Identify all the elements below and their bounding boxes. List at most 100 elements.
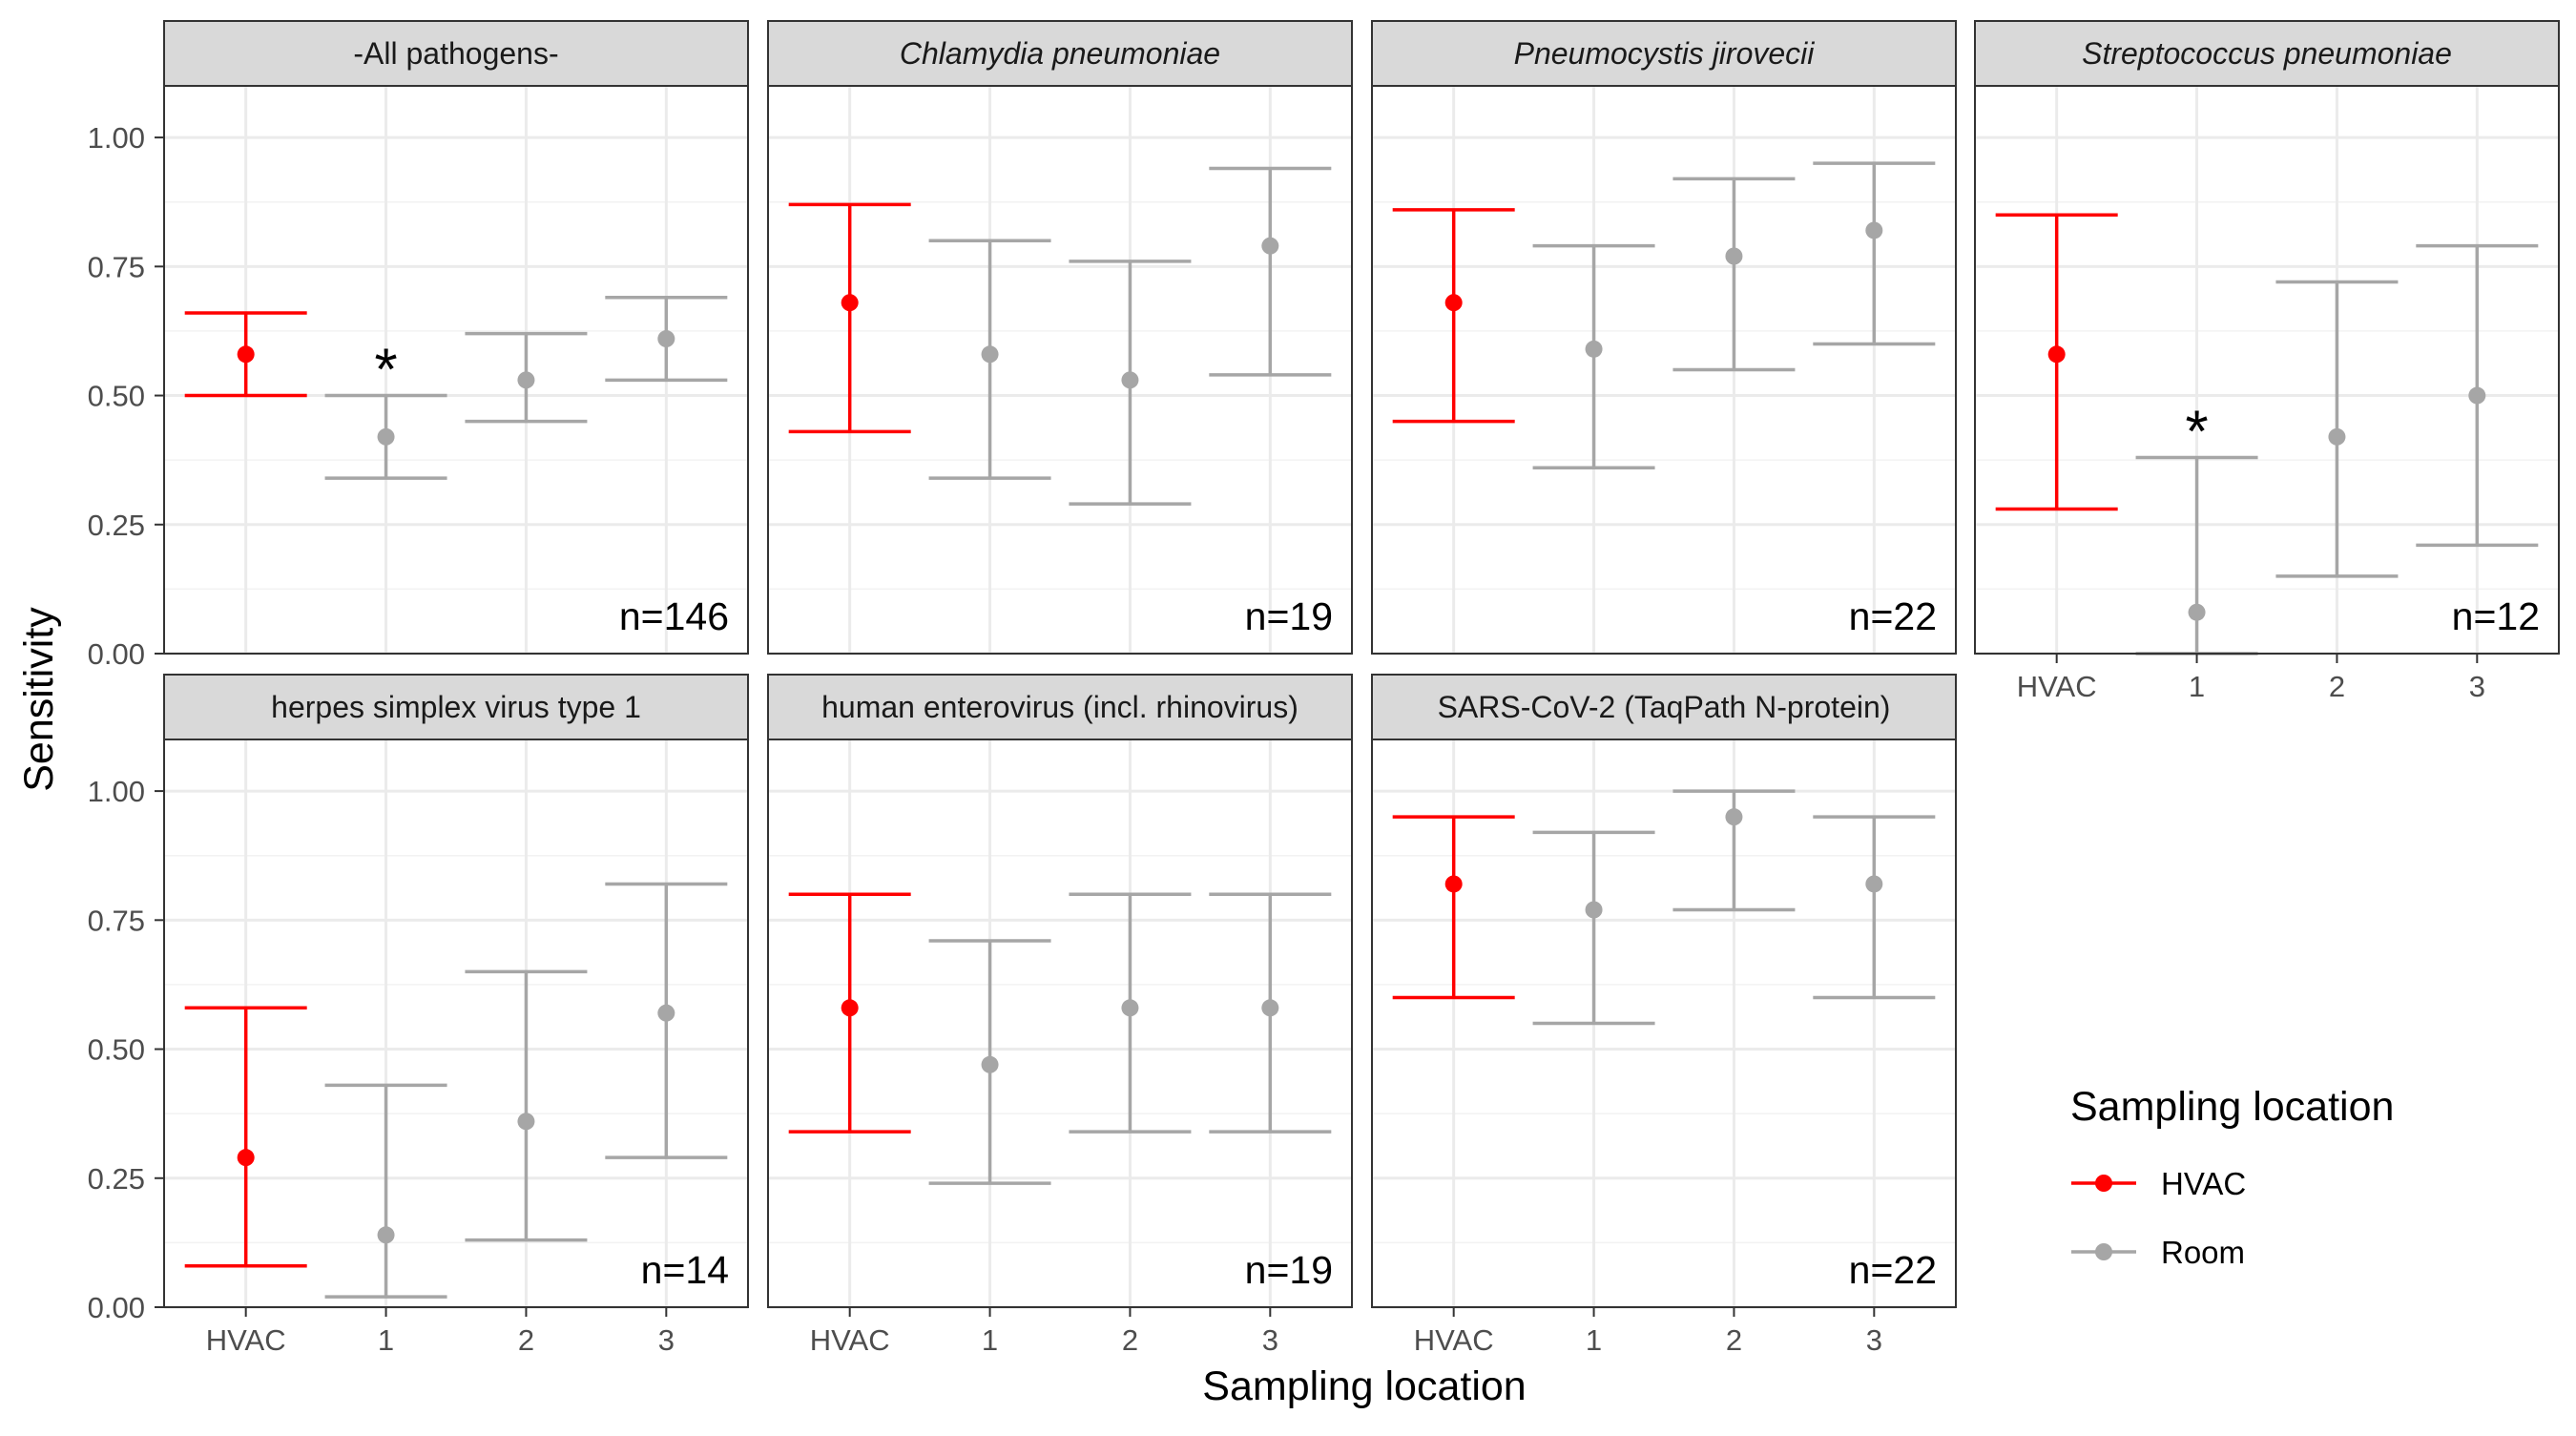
errorbar-3: [1813, 161, 1936, 346]
axis-titles-layer: Sampling location Sensitivity: [16, 607, 1527, 1409]
x-tick-label: 2: [2329, 670, 2345, 703]
x-tick-label: HVAC: [206, 1323, 286, 1357]
panel-all-pathogens: -All pathogens- * n=146 0.00 0.25 0.50 0.75 1.0…: [88, 20, 749, 671]
data-point: [517, 1113, 535, 1131]
y-tick-label: 0.50: [88, 1033, 145, 1067]
data-point: [1585, 340, 1603, 358]
x-tick-label: HVAC: [1414, 1323, 1494, 1357]
panel-title: human enterovirus (incl. rhinovirus): [821, 690, 1298, 724]
data-point: [981, 1055, 999, 1073]
legend-item-room: Room: [2071, 1235, 2245, 1270]
errorbar-hvac: [184, 311, 307, 398]
legend-label: Room: [2161, 1235, 2245, 1270]
data-point: [1121, 371, 1139, 389]
panel-background: [164, 86, 748, 654]
data-point: [237, 345, 255, 364]
y-tick-label: 0.75: [88, 250, 145, 283]
data-point: [1261, 237, 1279, 255]
data-point: [517, 371, 535, 389]
panel-title: Pneumocystis jirovecii: [1514, 36, 1816, 71]
panel-border: [767, 739, 1353, 1308]
data-point: [2468, 386, 2486, 405]
data-point: [1121, 999, 1139, 1017]
panel-border: [1371, 739, 1957, 1308]
panel-border: [163, 739, 749, 1308]
panel-strip: [767, 674, 1353, 740]
panel-chlamydia-pneumoniae: Chlamydia pneumoniae n=19: [767, 20, 1353, 656]
legend: Sampling location HVAC Room: [2070, 1084, 2394, 1270]
panel-background: [768, 739, 1352, 1307]
x-axis-title: Sampling location: [1202, 1363, 1526, 1409]
panel-border: [1974, 85, 2560, 655]
panel-border: [1371, 85, 1957, 655]
errorbar-hvac: [788, 202, 911, 434]
errorbar-1: *: [2135, 399, 2258, 656]
errorbar-hvac: [788, 892, 911, 1134]
x-tick-label: 3: [2469, 670, 2485, 703]
x-tick-label: HVAC: [2017, 670, 2097, 703]
errorbar-1: [1532, 243, 1655, 470]
legend-key-point: [2095, 1175, 2112, 1192]
errorbar-2: [465, 969, 588, 1242]
data-point: [1865, 875, 1883, 893]
x-tick-label: 1: [378, 1323, 394, 1357]
y-tick-label: 1.00: [88, 775, 145, 808]
x-tick-label: 2: [1122, 1323, 1138, 1357]
data-point: [1725, 247, 1743, 265]
panel-title: -All pathogens-: [353, 36, 558, 71]
panels-layer: -All pathogens- * n=146 0.00 0.25 0.50 0.75 1.0…: [88, 20, 2560, 1357]
errorbar-1: [1532, 830, 1655, 1026]
data-point: [841, 294, 859, 312]
data-point: [1444, 875, 1463, 893]
x-tick-label: 1: [982, 1323, 998, 1357]
data-point: [657, 1004, 675, 1022]
errorbar-1: [928, 939, 1051, 1185]
y-tick-label: 0.75: [88, 904, 145, 937]
errorbar-1: *: [324, 338, 447, 480]
panel-background: [1975, 86, 2559, 654]
x-tick-label: 2: [1726, 1323, 1742, 1357]
legend-item-hvac: HVAC: [2071, 1166, 2246, 1201]
panel-title: SARS-CoV-2 (TaqPath N-protein): [1438, 690, 1891, 724]
panel-background: [768, 86, 1352, 654]
panel-strip: [1974, 20, 2560, 87]
data-point: [1865, 221, 1883, 239]
data-point: [841, 999, 859, 1017]
errorbar-2: [2275, 280, 2399, 578]
errorbar-1: [928, 239, 1051, 480]
x-tick-label: 3: [658, 1323, 675, 1357]
panel-sars-cov-2-taqpath-n-protein: SARS-CoV-2 (TaqPath N-protein) n=22 HVAC 1 2…: [1371, 674, 1957, 1357]
panel-streptococcus-pneumoniae: Streptococcus pneumoniae * n=12 HVAC 1 2 3: [1974, 20, 2560, 703]
errorbar-2: [1672, 177, 1796, 372]
panel-strip: [767, 20, 1353, 87]
y-axis-title: Sensitivity: [16, 607, 62, 792]
y-tick-label: 0.00: [88, 1291, 145, 1324]
panel-strip: [163, 674, 749, 740]
n-label: n=12: [2452, 594, 2540, 638]
data-point: [1725, 808, 1743, 826]
y-tick-label: 1.00: [88, 121, 145, 155]
panel-herpes-simplex-virus-type-1: herpes simplex virus type 1 n=14 0.00 0.25 0…: [88, 674, 749, 1357]
panel-background: [1372, 86, 1956, 654]
errorbar-3: [605, 296, 728, 383]
panel-border: [163, 85, 749, 655]
n-label: n=146: [619, 594, 729, 638]
data-point: [657, 330, 675, 348]
legend-title: Sampling location: [2070, 1084, 2394, 1130]
y-tick-label: 0.25: [88, 509, 145, 542]
errorbar-1: [324, 1083, 447, 1299]
data-point: [1261, 999, 1279, 1017]
x-tick-label: 1: [1586, 1323, 1602, 1357]
data-point: [2328, 427, 2346, 446]
panel-strip: [163, 20, 749, 87]
panel-title: Chlamydia pneumoniae: [900, 36, 1220, 71]
significance-star: *: [2185, 399, 2208, 465]
panel-human-enterovirus-incl-rhinovirus: human enterovirus (incl. rhinovirus) n=19…: [767, 674, 1353, 1357]
legend-label: HVAC: [2161, 1166, 2246, 1201]
panel-strip: [1371, 674, 1957, 740]
errorbar-3: [2416, 243, 2539, 548]
data-point: [2188, 603, 2206, 621]
n-label: n=19: [1245, 1248, 1333, 1292]
n-label: n=19: [1245, 594, 1333, 638]
errorbar-3: [1209, 166, 1332, 377]
